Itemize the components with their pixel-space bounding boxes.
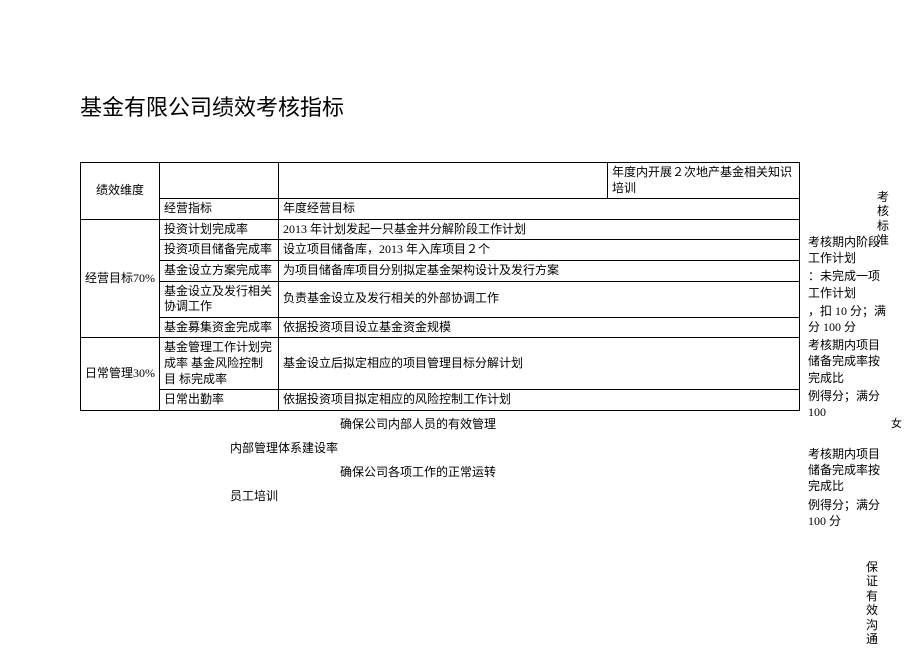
tgt-1: 2013 年计划发起一只基金并分解阶段工作计划: [279, 219, 800, 240]
below-label: 员工培训: [230, 487, 340, 505]
std-text: 例得分；满分 100 分: [808, 497, 888, 529]
vertical-note: 保证有效沟通: [866, 560, 880, 646]
tgt-7: 依据投资项目拟定相应的风险控制工作计划: [279, 390, 800, 411]
table-row: 基金设立方案完成率 为项目储备库项目分别拟定基金架构设计及发行方案: [81, 260, 800, 281]
below-table-block: 确保公司内部人员的有效管理 内部管理体系建设率 确保公司各项工作的正常运转 员工…: [230, 415, 850, 505]
below-label: [230, 415, 340, 433]
std-text: ：未完成一项工作计划: [808, 268, 888, 300]
table-row: 投资项目储备完成率 设立项目储备库，2013 年入库项目２个: [81, 240, 800, 261]
header-dim: 绩效维度: [81, 163, 160, 220]
dim-2: 日常管理30%: [81, 338, 160, 410]
table-row: 日常管理30% 基金管理工作计划完成率 基金风险控制目 标完成率 基金设立后拟定…: [81, 338, 800, 390]
std-text: 考核期内阶段工作计划: [808, 234, 888, 266]
below-text: [340, 487, 640, 505]
header-ind: 经营指标: [160, 199, 279, 220]
header-target: 年度经营目标: [279, 199, 800, 220]
dim-1: 经营目标70%: [81, 219, 160, 338]
tgt-5: 依据投资项目设立基金资金规模: [279, 317, 800, 338]
blank-cell: [160, 163, 279, 199]
standards-column: 考核期内阶段工作计划 ：未完成一项工作计划 ，扣 10 分；满分 100 分 考…: [808, 234, 888, 531]
ind-5: 基金募集资金完成率: [160, 317, 279, 338]
below-text: [340, 439, 640, 457]
below-label: 内部管理体系建设率: [230, 439, 340, 457]
tgt-4: 负责基金设立及发行相关的外部协调工作: [279, 281, 800, 317]
tgt-3: 为项目储备库项目分别拟定基金架构设计及发行方案: [279, 260, 800, 281]
header-row: 经营指标 年度经营目标: [81, 199, 800, 220]
std-text: 例得分；满分 100: [808, 388, 888, 420]
table-row: 经营目标70% 投资计划完成率 2013 年计划发起一只基金并分解阶段工作计划: [81, 219, 800, 240]
below-text: 确保公司内部人员的有效管理: [340, 415, 640, 433]
performance-table: 绩效维度 年度内开展２次地产基金相关知识培训 经营指标 年度经营目标 经营目标7…: [80, 162, 800, 411]
below-text: 确保公司各项工作的正常运转: [340, 463, 640, 481]
below-label: [230, 463, 340, 481]
table-row: 日常出勤率 依据投资项目拟定相应的风险控制工作计划: [81, 390, 800, 411]
ind-3: 基金设立方案完成率: [160, 260, 279, 281]
ind-4: 基金设立及发行相关协调工作: [160, 281, 279, 317]
std-text: 考核期内项目储备完成率按完成比: [808, 337, 888, 386]
ind-2: 投资项目储备完成率: [160, 240, 279, 261]
table-row: 基金募集资金完成率 依据投资项目设立基金资金规模: [81, 317, 800, 338]
std-text: ，扣 10 分；满分 100 分: [808, 303, 888, 335]
ind-7: 日常出勤率: [160, 390, 279, 411]
tgt-2: 设立项目储备库，2013 年入库项目２个: [279, 240, 800, 261]
tiny-mark: 女: [891, 415, 902, 431]
top-training-cell: 年度内开展２次地产基金相关知识培训: [608, 163, 800, 199]
page-title: 基金有限公司绩效考核指标: [80, 90, 850, 122]
blank-cell: [279, 163, 608, 199]
std-text: 考核期内项目储备完成率按完成比: [808, 446, 888, 495]
tgt-6: 基金设立后拟定相应的项目管理目标分解计划: [279, 338, 800, 390]
table-row: 基金设立及发行相关协调工作 负责基金设立及发行相关的外部协调工作: [81, 281, 800, 317]
top-training-row: 绩效维度 年度内开展２次地产基金相关知识培训: [81, 163, 800, 199]
ind-6: 基金管理工作计划完成率 基金风险控制目 标完成率: [160, 338, 279, 390]
ind-1: 投资计划完成率: [160, 219, 279, 240]
